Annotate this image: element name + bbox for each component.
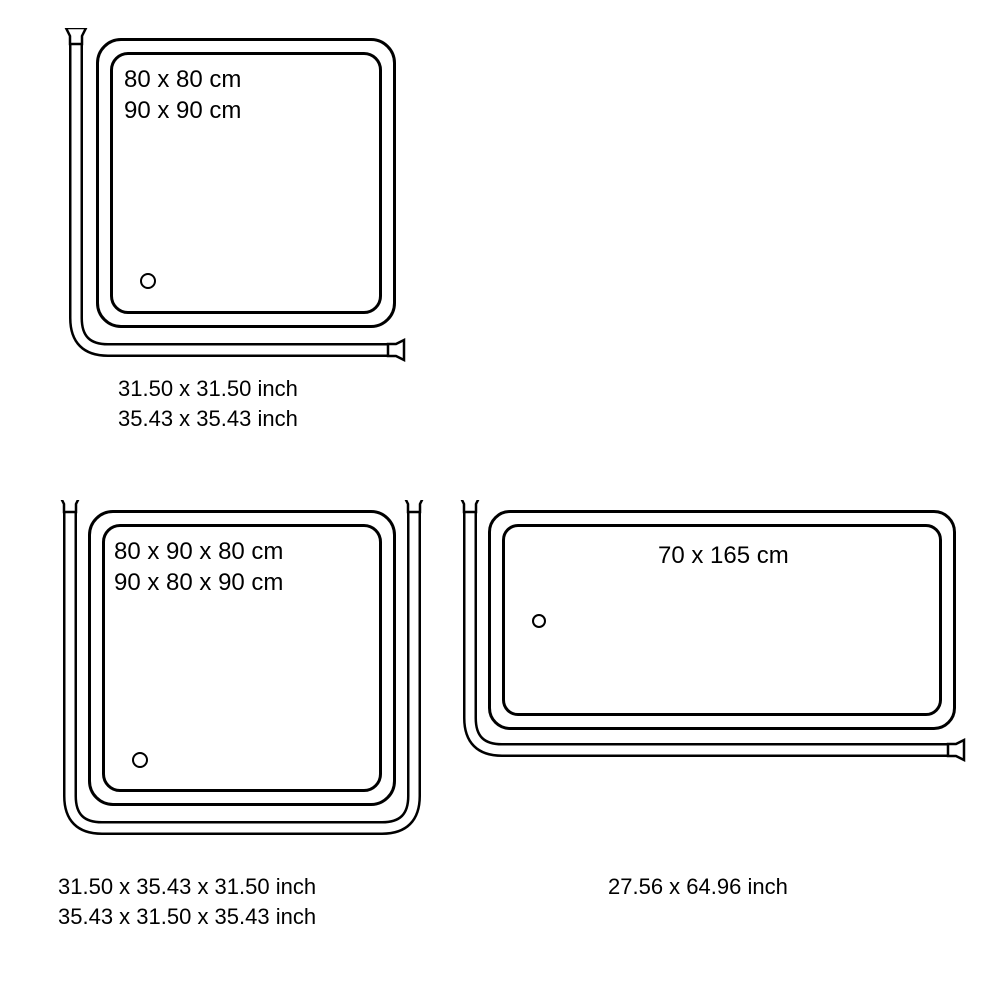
dimensions-inch: 31.50 x 35.43 x 31.50 inch 35.43 x 31.50…	[58, 872, 316, 931]
panel-u-shape: 80 x 90 x 80 cm 90 x 80 x 90 cm 31.50 x …	[48, 500, 448, 960]
rod-cap-right	[404, 500, 424, 512]
dimensions-cm: 70 x 165 cm	[658, 540, 789, 571]
panel-rect-l: 70 x 165 cm 27.56 x 64.96 inch	[448, 500, 988, 960]
rod-cap-right	[948, 740, 964, 760]
dimensions-cm: 80 x 90 x 80 cm 90 x 80 x 90 cm	[114, 536, 283, 598]
dim-line: 80 x 90 x 80 cm	[114, 536, 283, 567]
rod-cap-right	[388, 340, 404, 360]
dim-line: 90 x 80 x 90 cm	[114, 567, 283, 598]
panel-l-shape: 80 x 80 cm 90 x 90 cm 31.50 x 31.50 inch…	[58, 28, 398, 448]
dim-line: 70 x 165 cm	[658, 540, 789, 571]
dim-line: 27.56 x 64.96 inch	[608, 872, 788, 902]
drain-hole	[140, 273, 156, 289]
drain-hole	[532, 614, 546, 628]
rod-cap-left	[60, 500, 80, 512]
dim-line: 31.50 x 31.50 inch	[118, 374, 298, 404]
drain-hole	[132, 752, 148, 768]
rod-cap-top	[460, 500, 480, 512]
dim-line: 90 x 90 cm	[124, 95, 241, 126]
rod-cap-top	[66, 28, 86, 44]
dimensions-cm: 80 x 80 cm 90 x 90 cm	[124, 64, 241, 126]
dim-line: 35.43 x 31.50 x 35.43 inch	[58, 902, 316, 932]
dimensions-inch: 27.56 x 64.96 inch	[608, 872, 788, 902]
dim-line: 35.43 x 35.43 inch	[118, 404, 298, 434]
dim-line: 31.50 x 35.43 x 31.50 inch	[58, 872, 316, 902]
dim-line: 80 x 80 cm	[124, 64, 241, 95]
dimensions-inch: 31.50 x 31.50 inch 35.43 x 35.43 inch	[118, 374, 298, 433]
